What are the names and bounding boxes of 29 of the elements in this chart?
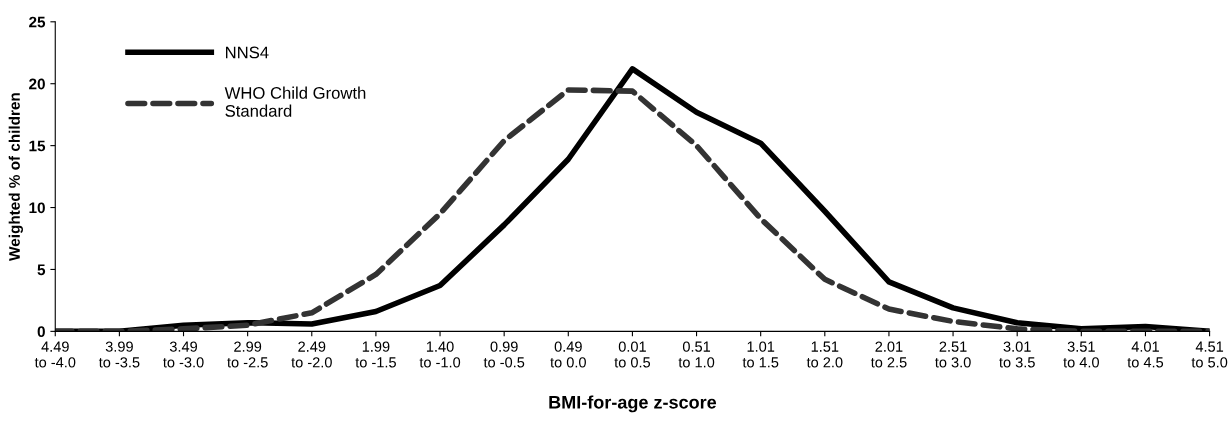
x-tick-label: 3.99 to -3.5 — [98, 341, 140, 368]
x-tick-label: 3.49 to -3.0 — [163, 341, 204, 368]
x-tick-label: 1.51 to 2.0 — [806, 341, 843, 368]
x-tick-label: 0.49 to 0.0 — [550, 341, 586, 368]
x-tick-label: 3.01 to 3.5 — [999, 341, 1035, 368]
legend-label: NNS4 — [226, 46, 269, 59]
x-tick-label: 1.99 to -1.5 — [355, 341, 396, 368]
x-tick-label: 2.51 to 3.0 — [935, 341, 971, 368]
x-tick-label: 3.51 to 4.0 — [1063, 341, 1099, 368]
y-tick-label: 20 — [29, 78, 45, 90]
y-tick-label: 0 — [37, 326, 45, 338]
legend-label: WHO Child Growth Standard — [224, 86, 366, 117]
x-tick-label: 1.01 to 1.5 — [742, 341, 779, 368]
y-tick-label: 25 — [29, 16, 46, 28]
y-axis-title: Weighted % of children — [8, 93, 23, 261]
x-tick-label: 4.01 to 4.5 — [1127, 341, 1164, 368]
x-axis-title: BMI-for-age z-score — [549, 395, 717, 413]
x-tick-label: 0.99 to -0.5 — [483, 341, 525, 368]
x-tick-label: 2.99 to -2.5 — [227, 341, 268, 368]
x-tick-label: 2.49 to -2.0 — [291, 341, 332, 368]
x-tick-label: 1.40 to -1.0 — [419, 341, 461, 368]
y-tick-label: 5 — [37, 264, 46, 276]
x-tick-label: 2.01 to 2.5 — [870, 341, 907, 368]
y-tick-label: 10 — [29, 202, 45, 214]
y-tick-label: 15 — [29, 140, 46, 152]
x-tick-label: 0.51 to 1.0 — [678, 341, 715, 368]
x-tick-label: 4.49 to -4.0 — [34, 341, 76, 368]
x-tick-label: 0.01 to 0.5 — [614, 341, 651, 368]
x-tick-label: 4.51 to 5.0 — [1191, 341, 1228, 368]
